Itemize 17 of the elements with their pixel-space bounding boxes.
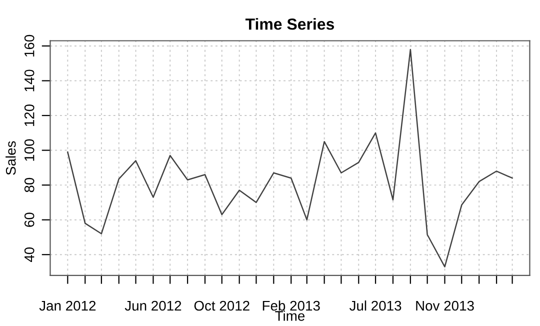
x-tick-label: Oct 2012 — [194, 300, 250, 311]
y-tick-label: 40 — [24, 247, 34, 262]
line-series — [67, 48, 513, 268]
y-axis-title: Sales — [6, 141, 16, 175]
y-tick-label: 60 — [24, 212, 34, 227]
x-tick-label: Jun 2012 — [124, 300, 182, 311]
x-axis-title: Time — [275, 310, 305, 321]
x-tick-label: Feb 2013 — [262, 300, 320, 311]
y-tick-label: 120 — [24, 104, 34, 126]
x-tick-label: Nov 2013 — [416, 300, 474, 311]
y-tick-label: 140 — [24, 70, 34, 92]
x-tick-label: Jul 2013 — [349, 300, 402, 311]
chart-title: Time Series — [245, 18, 334, 30]
x-tick-label: Jan 2012 — [39, 300, 96, 311]
y-tick-label: 80 — [24, 178, 34, 192]
y-tick-label: 100 — [24, 139, 34, 161]
y-tick-label: 160 — [24, 34, 34, 56]
